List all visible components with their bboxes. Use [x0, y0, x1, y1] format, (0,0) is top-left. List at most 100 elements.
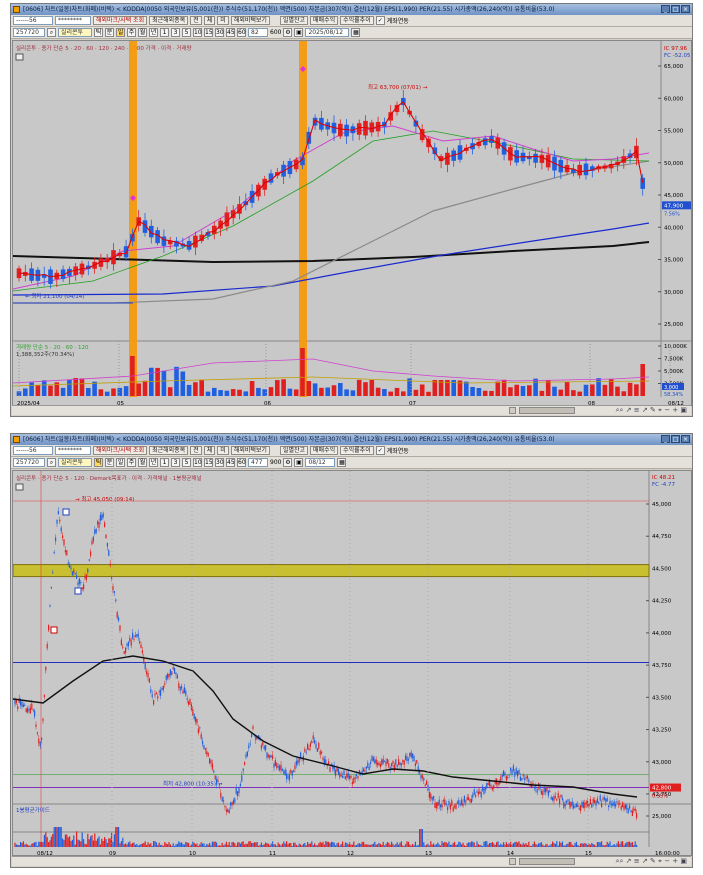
interval-5[interactable]: 5	[182, 28, 191, 37]
account-link-checkbox[interactable]: ✓	[375, 16, 385, 25]
interval-10[interactable]: 10	[193, 28, 202, 37]
interval-3[interactable]: 3	[171, 28, 180, 37]
period-year[interactable]: 년	[149, 458, 158, 467]
interval-45[interactable]: 45	[226, 458, 235, 467]
overseas-view-button[interactable]: 해외비택보기	[230, 446, 270, 455]
trade-profit-button[interactable]: 매매수익	[310, 16, 339, 25]
candle-body	[577, 164, 582, 176]
volume-bar	[99, 844, 101, 847]
trade-profit-button[interactable]: 매매수익	[310, 446, 339, 455]
candle-body	[316, 748, 318, 752]
chart-panel[interactable]: 실리콘투 · 종가 단순 5 · 120 · Demark목표가 · 이격 · …	[12, 470, 692, 856]
maximize-icon[interactable]: □	[671, 435, 680, 443]
volume-bar	[228, 841, 230, 847]
interval-60[interactable]: 60	[237, 28, 246, 37]
period-month[interactable]: 월	[138, 458, 147, 467]
stock-code-input[interactable]: 257720	[13, 458, 45, 467]
daily-balance-button[interactable]: 일별잔고	[279, 16, 309, 25]
overseas-view-button[interactable]: 해외비택보기	[230, 16, 270, 25]
period-minute[interactable]: 분	[105, 458, 114, 467]
interval-3[interactable]: 3	[171, 458, 180, 467]
recent-items-button[interactable]: 최근해외종목	[149, 16, 189, 25]
app-icon	[13, 436, 20, 443]
body-button[interactable]: 체	[203, 16, 216, 25]
scroll-thumb[interactable]	[519, 858, 575, 865]
interval-1[interactable]: 1	[160, 28, 169, 37]
settings-icon[interactable]: ⚙	[283, 458, 293, 467]
date-input[interactable]: 2025/08/12	[305, 28, 350, 37]
interval-15[interactable]: 15	[204, 458, 213, 467]
body-button[interactable]: 체	[203, 446, 216, 455]
interval-1[interactable]: 1	[160, 458, 169, 467]
minimize-icon[interactable]: _	[661, 435, 670, 443]
candle-body	[621, 156, 627, 163]
period-day[interactable]: 일	[116, 28, 125, 37]
unfilled-button[interactable]: 미	[217, 16, 229, 25]
period-tick[interactable]: 틱	[94, 28, 103, 37]
chart-tool-icons[interactable]: ⌕⌕ ↗ ≡ ↗ ✎ ⌖ − + ▣	[615, 406, 687, 414]
bar-count-input[interactable]: 477	[248, 458, 268, 467]
all-button[interactable]: 전	[190, 16, 202, 25]
overseas-query-button[interactable]: 해외마크/사택 조회	[93, 16, 148, 25]
period-week[interactable]: 주	[127, 458, 136, 467]
profit-trend-button[interactable]: 수익률추이	[340, 446, 374, 455]
search-icon[interactable]: ⌕	[47, 458, 56, 467]
save-icon[interactable]: ▣	[294, 458, 304, 467]
stock-code-input[interactable]: 257720	[13, 28, 45, 37]
period-week[interactable]: 주	[127, 28, 136, 37]
save-icon[interactable]: ▣	[294, 28, 304, 37]
interval-10[interactable]: 10	[193, 458, 202, 467]
interval-15[interactable]: 15	[204, 28, 213, 37]
date-tick-label: 16:00:00	[655, 851, 680, 856]
volume-bar	[52, 833, 54, 847]
period-year[interactable]: 년	[149, 28, 158, 37]
chart-scrollbar[interactable]: ⌕⌕ ↗ ≡ ↗ ✎ ⌖ − + ▣	[12, 856, 691, 866]
scroll-thumb[interactable]	[519, 407, 575, 414]
close-icon[interactable]: ×	[681, 435, 690, 443]
candlestick-chart-minute[interactable]: 실리콘투 · 종가 단순 5 · 120 · Demark목표가 · 이격 · …	[13, 471, 692, 856]
close-icon[interactable]: ×	[681, 5, 690, 13]
interval-60[interactable]: 60	[237, 458, 246, 467]
interval-30[interactable]: 30	[215, 458, 224, 467]
volume-bar	[205, 391, 211, 396]
volume-bar	[368, 844, 370, 847]
chart-tool-icons[interactable]: ⌕⌕ ↗ ≡ ↗ ✎ ⌖ − + ▣	[615, 857, 687, 865]
interval-30[interactable]: 30	[215, 28, 224, 37]
volume-bar	[212, 387, 217, 396]
candlestick-chart-daily[interactable]: 65,000 60,000 55,000 50,000 45,000 40,000 35,0…	[13, 41, 692, 406]
volume-value: 1,388,352주(70.34%)	[16, 351, 74, 358]
period-tick[interactable]: 틱	[94, 458, 103, 467]
interval-5[interactable]: 5	[182, 458, 191, 467]
account-select[interactable]: ------56	[13, 16, 53, 25]
password-input[interactable]: ********	[55, 16, 91, 25]
minimize-icon[interactable]: _	[661, 5, 670, 13]
candle-body	[273, 763, 275, 768]
settings-icon[interactable]: ⚙	[283, 28, 293, 37]
scroll-left-icon[interactable]	[509, 407, 516, 414]
profit-trend-button[interactable]: 수익률추이	[340, 16, 374, 25]
account-select[interactable]: ------56	[13, 446, 53, 455]
daily-balance-button[interactable]: 일별잔고	[279, 446, 309, 455]
recent-items-button[interactable]: 최근해외종목	[149, 446, 189, 455]
period-minute[interactable]: 분	[105, 28, 114, 37]
period-day[interactable]: 일	[116, 458, 125, 467]
volume-bar	[515, 841, 517, 847]
volume-bar	[477, 844, 479, 847]
overseas-query-button[interactable]: 해외마크/사택 조회	[93, 446, 148, 455]
search-icon[interactable]: ⌕	[47, 28, 56, 37]
date-input[interactable]: 08/12	[305, 458, 336, 467]
maximize-icon[interactable]: □	[671, 5, 680, 13]
chart-scrollbar[interactable]: ⌕⌕ ↗ ≡ ↗ ✎ ⌖ − + ▣	[12, 405, 691, 415]
bar-count-input[interactable]: 82	[248, 28, 268, 37]
chart-panel[interactable]: 65,000 60,000 55,000 50,000 45,000 40,000 35,0…	[12, 40, 692, 406]
password-input[interactable]: ********	[55, 446, 91, 455]
period-month[interactable]: 월	[138, 28, 147, 37]
unfilled-button[interactable]: 미	[217, 446, 229, 455]
calendar-icon[interactable]: ▦	[337, 458, 347, 467]
volume-bar	[293, 389, 299, 396]
account-link-checkbox[interactable]: ✓	[375, 446, 385, 455]
scroll-left-icon[interactable]	[509, 858, 516, 865]
all-button[interactable]: 전	[190, 446, 202, 455]
calendar-icon[interactable]: ▦	[351, 28, 361, 37]
interval-45[interactable]: 45	[226, 28, 235, 37]
